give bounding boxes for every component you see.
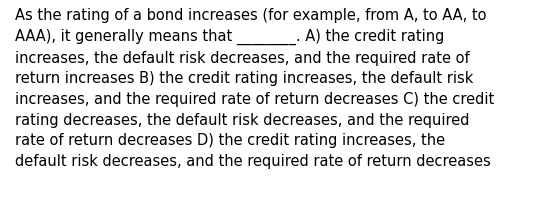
Text: As the rating of a bond increases (for example, from A, to AA, to
AAA), it gener: As the rating of a bond increases (for e… bbox=[16, 8, 495, 169]
